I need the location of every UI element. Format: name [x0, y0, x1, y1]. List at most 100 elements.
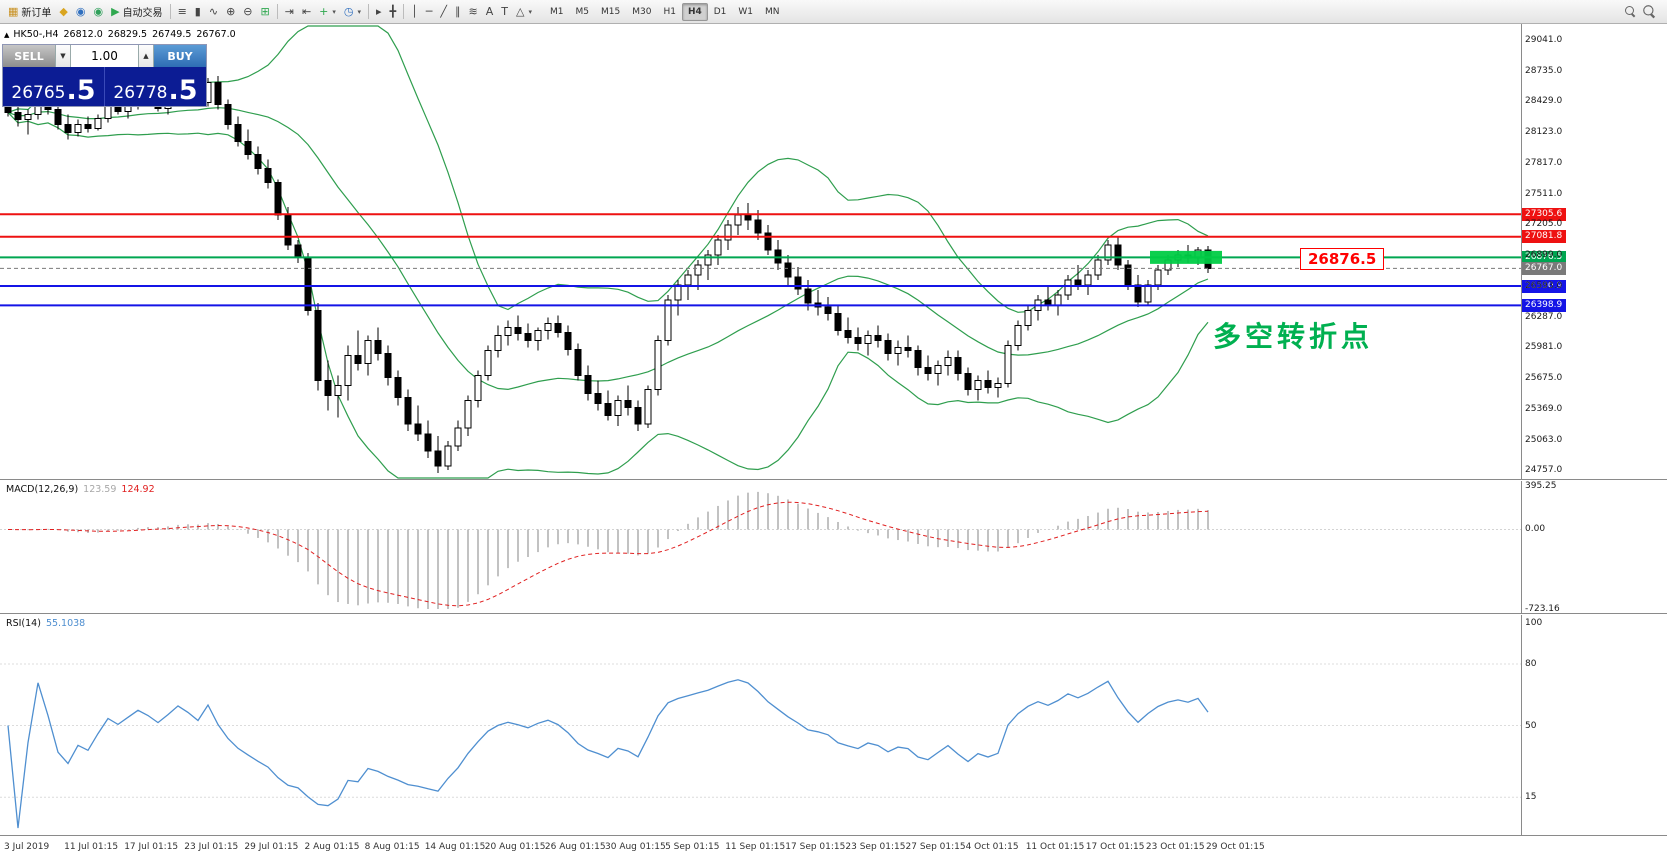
pivot-annotation: 多空转折点 — [1213, 320, 1374, 353]
volume-step-up[interactable]: ▲ — [138, 45, 154, 67]
volume-step-down[interactable]: ▼ — [55, 45, 71, 67]
cursor-icon: ▸ — [376, 5, 382, 18]
toolbar-separator — [403, 4, 405, 19]
timeframe-m15[interactable]: M15 — [601, 6, 621, 17]
ohlc-close: 26767.0 — [196, 29, 236, 40]
time-axis-label: 29 Jul 01:15 — [244, 842, 299, 852]
toolbar-right — [1625, 5, 1663, 18]
search-icon[interactable] — [1625, 6, 1636, 17]
timeframe-mn[interactable]: MN — [765, 6, 780, 17]
buy-price[interactable]: 26778 .5 — [105, 67, 206, 106]
rsi-axis-label: 50 — [1525, 720, 1537, 731]
time-axis[interactable]: 3 Jul 2019 11 Jul 01:15 17 Jul 01:15 23 Jul… — [0, 837, 1667, 860]
zoom-in-button[interactable]: ⊕ — [222, 2, 239, 22]
rsi-axis-label: 80 — [1525, 659, 1537, 669]
volume-input[interactable] — [71, 49, 138, 63]
timeframe-h1[interactable]: H1 — [663, 6, 676, 17]
indicators-button[interactable]: + ▾ — [315, 2, 340, 22]
price-axis-label: 27205.0 — [1525, 219, 1563, 230]
price-axis-label: 27511.0 — [1525, 188, 1563, 199]
crosshair-button[interactable]: ╋ — [386, 2, 401, 22]
timeframe-h4[interactable]: H4 — [681, 2, 708, 21]
timeframe-toolbar: M1 M5 M15 M30 H1 H4 D1 W1 MN — [544, 2, 786, 21]
periods-button-dropdown-arrow[interactable]: ▾ — [357, 7, 362, 16]
auto-scroll-button[interactable]: ⇥ — [281, 2, 298, 22]
line-chart-button[interactable]: ∿ — [205, 2, 222, 22]
macd-axis[interactable]: 395.25 0.00 -723.16 — [1521, 481, 1667, 614]
shapes-button[interactable]: △ ▾ — [512, 2, 536, 22]
rsi-canvas[interactable] — [0, 615, 1521, 836]
timeframe-w1[interactable]: W1 — [738, 6, 754, 17]
timeframe-m1[interactable]: M1 — [550, 6, 564, 17]
price-axis-label: 26899.0 — [1525, 250, 1563, 261]
level-tag-27305.6: 27305.6 — [1522, 207, 1566, 221]
ohlc-open: 26812.0 — [63, 29, 103, 40]
macd-axis-label: 395.25 — [1525, 481, 1557, 491]
auto-trading-button[interactable]: ▶ 自动交易 — [107, 2, 166, 22]
sell-price-main: 26765 — [11, 83, 66, 104]
cursor-button[interactable]: ▸ — [372, 2, 386, 22]
zoom-out-button[interactable]: ⊖ — [239, 2, 256, 22]
macd-canvas[interactable] — [0, 481, 1521, 614]
price-axis-label: 28429.0 — [1525, 96, 1563, 107]
periods-button[interactable]: ◷ ▾ — [340, 2, 365, 22]
rsi-axis[interactable]: 100 80 50 15 — [1521, 615, 1667, 836]
macd-pane[interactable]: MACD(12,26,9) 123.59 124.92 — [0, 481, 1521, 614]
quick-search-icon[interactable] — [1643, 5, 1656, 18]
vertical-line-icon: │ — [411, 5, 418, 18]
chart-window-icon: ◆ — [59, 5, 68, 18]
time-axis-label: 11 Sep 01:15 — [725, 842, 786, 852]
timeframe-m5[interactable]: M5 — [575, 6, 590, 17]
level-tag-27081.8: 27081.8 — [1522, 230, 1566, 244]
shapes-button-dropdown-arrow[interactable]: ▾ — [528, 7, 533, 16]
fibonacci-button[interactable]: ≋ — [465, 2, 482, 22]
channel-button[interactable]: ∥ — [451, 2, 465, 22]
data-window-button[interactable]: ◉ — [72, 2, 90, 22]
shapes-icon: △ — [516, 5, 525, 18]
price-callout: 26876.5 — [1300, 248, 1385, 270]
time-axis-label: 2 Aug 01:15 — [304, 842, 360, 852]
text-button[interactable]: A — [482, 2, 498, 22]
ohlc-high: 26829.5 — [107, 29, 148, 40]
rsi-axis-label: 15 — [1525, 792, 1537, 803]
price-chart-pane[interactable]: ▲ HK50-,H4 26812.0 26829.5 26749.5 26767… — [0, 24, 1521, 480]
price-axis-label: 26593.0 — [1525, 280, 1563, 291]
collapse-trade-panel-arrow[interactable]: ▲ — [4, 30, 10, 39]
line-chart-icon: ∿ — [208, 5, 219, 18]
chart-shift-button[interactable]: ⇤ — [298, 2, 315, 22]
vertical-line-button[interactable]: │ — [407, 2, 422, 22]
tile-windows-button[interactable]: ⊞ — [257, 2, 274, 22]
level-tag-26398.9: 26398.9 — [1522, 298, 1566, 312]
ohlc-low: 26749.5 — [152, 29, 192, 40]
time-axis-label: 11 Jul 01:15 — [64, 842, 119, 852]
toolbar-buttons: ▦ 新订单 ◆ ◉ ◉ ▶ 自动交易 ≡ ▮ ∿ ⊕ ⊖ ⊞ ⇥ ⇤ + ▾ ◷ ▾ ▸ ╋ │ ─ ╱ ∥ ≋ A T △ ▾ — [4, 2, 536, 22]
horizontal-line-button[interactable]: ─ — [422, 2, 437, 22]
new-order-button[interactable]: ▦ 新订单 — [4, 2, 55, 22]
price-axis[interactable]: 27305.6 27081.8 26876.5 26590.9 26398.9 26767… — [1521, 24, 1667, 480]
sell-button[interactable]: SELL — [3, 45, 55, 67]
community-button[interactable]: ◉ — [89, 2, 107, 22]
time-axis-label: 17 Oct 01:15 — [1085, 842, 1145, 852]
time-axis-label: 23 Oct 01:15 — [1145, 842, 1205, 852]
time-axis-label: 29 Oct 01:15 — [1206, 842, 1265, 852]
trendline-button[interactable]: ╱ — [436, 2, 451, 22]
bars-chart-icon: ≡ — [177, 5, 187, 18]
price-chart-canvas[interactable] — [0, 24, 1521, 480]
timeframe-d1[interactable]: D1 — [713, 6, 727, 17]
timeframe-m30[interactable]: M30 — [632, 6, 652, 17]
label-button[interactable]: T — [497, 2, 512, 22]
buy-button[interactable]: BUY — [154, 45, 206, 67]
toolbar-separator — [169, 4, 171, 19]
time-axis-label: 26 Aug 01:15 — [544, 842, 606, 852]
chart-window-button[interactable]: ◆ — [55, 2, 71, 22]
candlestick-chart-button[interactable]: ▮ — [191, 2, 205, 22]
indicators-button-dropdown-arrow[interactable]: ▾ — [332, 7, 336, 16]
trade-prices-row: 26765 .5 26778 .5 — [3, 67, 206, 106]
level-tag-26876.5: 26876.5 — [1522, 250, 1566, 264]
time-axis-label: 3 Jul 2019 — [4, 842, 50, 852]
auto-trading-button-label: 自动交易 — [122, 8, 163, 19]
rsi-pane[interactable]: RSI(14) 55.1038 — [0, 615, 1521, 836]
bars-chart-button[interactable]: ≡ — [174, 2, 191, 22]
sell-price[interactable]: 26765 .5 — [3, 67, 105, 106]
one-click-trading-panel: SELL ▼ ▲ BUY 26765 .5 26778 .5 — [2, 44, 207, 107]
